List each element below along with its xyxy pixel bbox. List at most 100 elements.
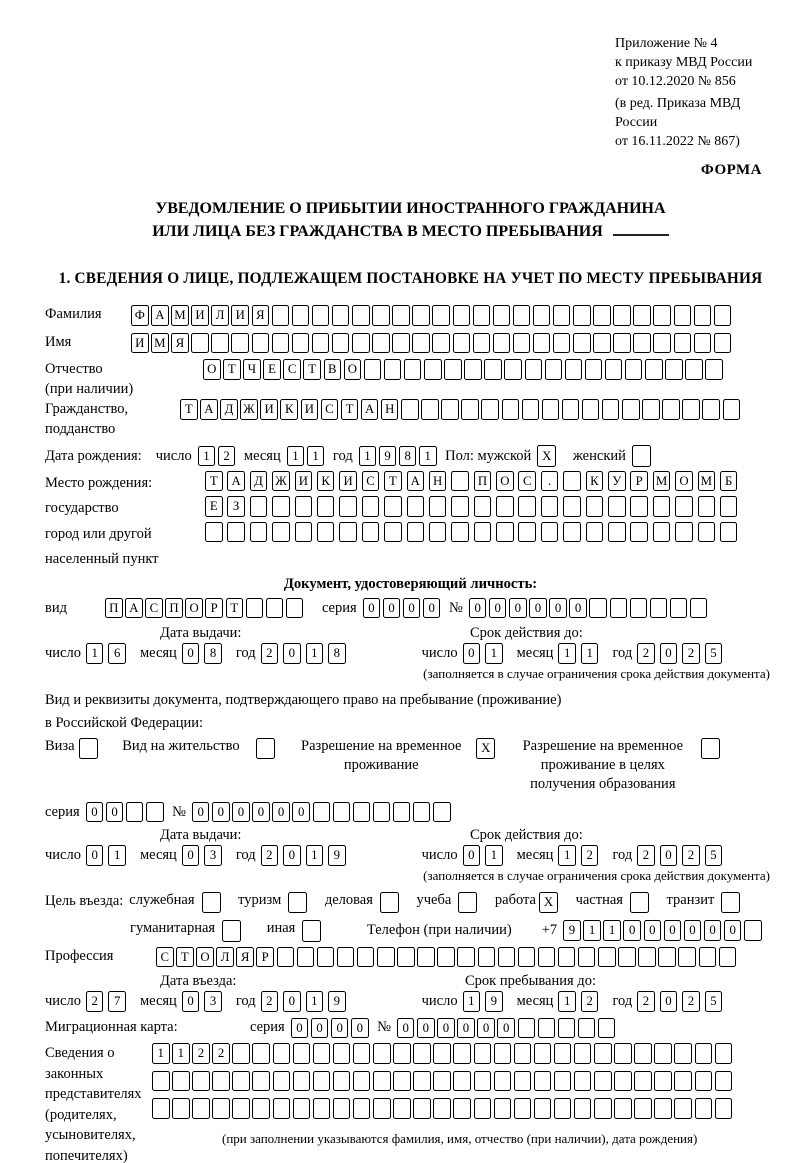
char-box[interactable] [697, 521, 716, 543]
char-box[interactable]: 1 [580, 643, 599, 664]
char-box[interactable] [252, 1098, 270, 1119]
char-box[interactable] [352, 305, 370, 326]
char-box[interactable] [477, 946, 495, 968]
char-box[interactable] [694, 1098, 713, 1119]
char-box[interactable] [630, 521, 648, 543]
char-box[interactable]: 5 [704, 845, 723, 866]
char-box[interactable] [594, 1098, 612, 1119]
char-box[interactable]: 2 [217, 445, 236, 467]
char-box[interactable]: Р [205, 597, 223, 619]
char-box[interactable]: М [697, 470, 716, 492]
char-box[interactable] [678, 946, 696, 968]
char-box[interactable] [563, 496, 581, 517]
char-box[interactable] [533, 1043, 552, 1064]
char-box[interactable]: 0 [457, 1017, 475, 1039]
char-box[interactable] [714, 1070, 733, 1092]
char-box[interactable] [714, 1098, 733, 1119]
char-box[interactable]: 0 [105, 801, 124, 823]
char-box[interactable] [593, 332, 611, 354]
char-box[interactable] [601, 399, 620, 420]
char-box[interactable]: 0 [290, 1017, 309, 1039]
char-box[interactable] [232, 1043, 250, 1064]
char-box[interactable] [524, 359, 542, 380]
char-box[interactable] [654, 1098, 672, 1119]
char-box[interactable] [533, 1098, 552, 1119]
char-box[interactable] [629, 597, 648, 619]
char-box[interactable] [245, 597, 264, 619]
char-box[interactable] [521, 399, 540, 420]
char-box[interactable] [363, 359, 382, 380]
char-box[interactable] [152, 1098, 170, 1119]
char-box[interactable]: 0 [351, 1017, 369, 1039]
char-box[interactable] [564, 359, 583, 380]
char-box[interactable] [496, 521, 514, 543]
char-box[interactable] [373, 1043, 391, 1064]
char-box[interactable] [609, 597, 628, 619]
char-box[interactable]: Т [223, 359, 241, 380]
char-box[interactable] [361, 496, 380, 517]
char-box[interactable] [622, 399, 640, 420]
char-box[interactable] [413, 1098, 431, 1119]
char-box[interactable] [697, 496, 716, 517]
char-box[interactable]: О [203, 359, 221, 380]
char-box[interactable]: 0 [509, 597, 527, 619]
char-box[interactable]: 6 [108, 643, 126, 664]
char-box[interactable] [598, 946, 616, 968]
char-box[interactable] [252, 1070, 270, 1092]
char-box[interactable] [561, 399, 580, 420]
char-box[interactable] [700, 737, 720, 760]
char-box[interactable]: О [196, 946, 214, 968]
char-box[interactable]: 8 [328, 643, 346, 664]
char-box[interactable]: 0 [643, 920, 662, 941]
char-box[interactable] [513, 1043, 532, 1064]
char-box[interactable] [593, 305, 611, 326]
char-box[interactable]: И [339, 470, 357, 492]
char-box[interactable] [331, 305, 350, 326]
char-box[interactable]: X [537, 445, 557, 467]
char-box[interactable]: 0 [85, 801, 104, 823]
char-box[interactable] [481, 399, 499, 420]
char-box[interactable]: 3 [204, 991, 222, 1012]
char-box[interactable] [649, 597, 668, 619]
char-box[interactable] [698, 946, 717, 968]
char-box[interactable] [457, 946, 475, 968]
char-box[interactable] [658, 946, 676, 968]
char-box[interactable]: 1 [485, 643, 503, 664]
char-box[interactable] [433, 1043, 451, 1064]
char-box[interactable]: 0 [497, 1017, 515, 1039]
char-box[interactable] [614, 1043, 632, 1064]
char-box[interactable] [291, 332, 310, 354]
char-box[interactable] [721, 891, 741, 914]
char-box[interactable] [312, 1098, 331, 1119]
char-box[interactable] [393, 1043, 411, 1064]
char-box[interactable]: И [300, 399, 319, 420]
char-box[interactable] [665, 359, 683, 380]
char-box[interactable] [518, 496, 536, 517]
char-box[interactable] [339, 521, 357, 543]
char-box[interactable] [540, 496, 559, 517]
char-box[interactable]: П [165, 597, 183, 619]
char-box[interactable] [272, 1043, 291, 1064]
char-box[interactable]: 0 [422, 597, 441, 619]
char-box[interactable] [384, 496, 402, 517]
char-box[interactable]: 0 [477, 1017, 495, 1039]
char-box[interactable] [594, 1043, 612, 1064]
char-box[interactable] [152, 1070, 170, 1092]
char-box[interactable] [629, 891, 649, 914]
char-box[interactable] [541, 399, 560, 420]
char-box[interactable]: С [156, 946, 174, 968]
char-box[interactable] [532, 305, 551, 326]
char-box[interactable]: С [361, 470, 380, 492]
char-box[interactable]: 0 [310, 1017, 329, 1039]
char-box[interactable] [413, 1070, 431, 1092]
char-box[interactable] [694, 1070, 713, 1092]
char-box[interactable] [553, 1070, 572, 1092]
char-box[interactable] [294, 496, 313, 517]
char-box[interactable] [451, 470, 469, 492]
char-box[interactable] [493, 1070, 512, 1092]
char-box[interactable]: В [323, 359, 342, 380]
char-box[interactable] [441, 399, 459, 420]
char-box[interactable]: 0 [283, 845, 301, 866]
char-box[interactable] [406, 521, 425, 543]
char-box[interactable] [744, 920, 762, 941]
